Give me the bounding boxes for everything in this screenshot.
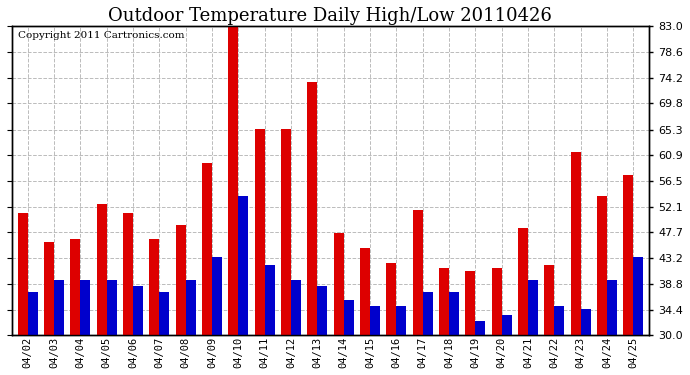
Bar	[202, 164, 212, 335]
Bar	[580, 309, 591, 335]
Bar	[439, 268, 449, 335]
Bar	[528, 280, 538, 335]
Bar	[370, 306, 380, 335]
Bar	[212, 257, 222, 335]
Bar	[396, 306, 406, 335]
Bar	[623, 175, 633, 335]
Bar	[317, 286, 327, 335]
Bar	[238, 195, 248, 335]
Bar	[422, 292, 433, 335]
Bar	[554, 306, 564, 335]
Bar	[360, 248, 370, 335]
Bar	[307, 82, 317, 335]
Bar	[264, 266, 275, 335]
Bar	[544, 266, 554, 335]
Bar	[475, 321, 485, 335]
Bar	[44, 242, 54, 335]
Bar	[491, 268, 502, 335]
Bar	[54, 280, 64, 335]
Bar	[449, 292, 459, 335]
Bar	[228, 27, 238, 335]
Bar	[133, 286, 143, 335]
Bar	[18, 213, 28, 335]
Bar	[597, 195, 607, 335]
Bar	[149, 239, 159, 335]
Title: Outdoor Temperature Daily High/Low 20110426: Outdoor Temperature Daily High/Low 20110…	[108, 7, 553, 25]
Bar	[159, 292, 169, 335]
Bar	[502, 315, 511, 335]
Bar	[70, 239, 80, 335]
Bar	[571, 152, 580, 335]
Bar	[106, 280, 117, 335]
Bar	[633, 257, 643, 335]
Bar	[344, 300, 353, 335]
Bar	[255, 129, 264, 335]
Bar	[386, 262, 396, 335]
Bar	[186, 280, 195, 335]
Bar	[413, 210, 422, 335]
Bar	[281, 129, 291, 335]
Bar	[123, 213, 133, 335]
Bar	[28, 292, 38, 335]
Bar	[80, 280, 90, 335]
Bar	[291, 280, 301, 335]
Bar	[175, 225, 186, 335]
Bar	[607, 280, 617, 335]
Text: Copyright 2011 Cartronics.com: Copyright 2011 Cartronics.com	[18, 31, 185, 40]
Bar	[465, 271, 475, 335]
Bar	[97, 204, 106, 335]
Bar	[518, 228, 528, 335]
Bar	[333, 233, 344, 335]
